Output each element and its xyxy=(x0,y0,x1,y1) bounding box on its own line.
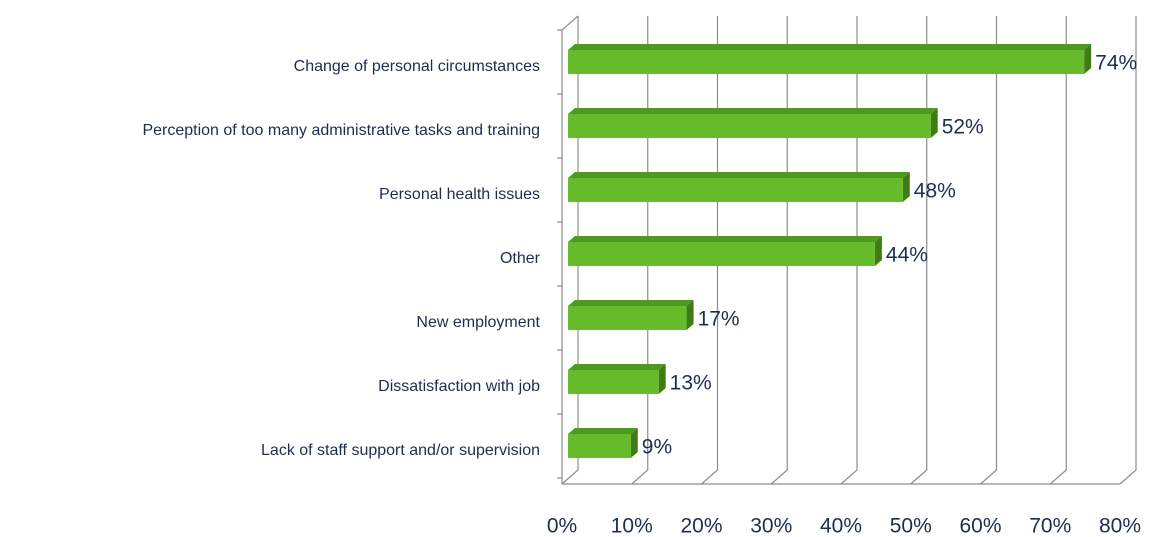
bar-face xyxy=(902,172,910,202)
grid-line xyxy=(1049,16,1067,485)
x-tick-label: 20% xyxy=(680,515,722,537)
y-tick-label: Personal health issues xyxy=(379,186,540,203)
bar-face xyxy=(874,236,882,266)
grid-line xyxy=(910,16,928,485)
bar-face xyxy=(568,364,666,370)
bar-face xyxy=(630,428,638,458)
grid-line xyxy=(980,16,998,485)
bar xyxy=(568,172,910,202)
x-tick-label: 10% xyxy=(611,515,653,537)
grid-line xyxy=(631,16,649,485)
y-tick-label: Perception of too many administrative ta… xyxy=(142,122,540,139)
bar xyxy=(568,44,1092,74)
bar-face xyxy=(568,434,631,458)
x-tick-label: 30% xyxy=(750,515,792,537)
x-tick-label: 80% xyxy=(1099,515,1141,537)
value-label: 48% xyxy=(914,180,956,203)
bar-face xyxy=(568,236,882,242)
grid-line xyxy=(840,16,858,485)
y-tick-label: Other xyxy=(500,250,541,267)
y-tick-label: New employment xyxy=(416,314,540,331)
bar-face xyxy=(568,50,1085,74)
value-label: 74% xyxy=(1095,52,1137,75)
bar xyxy=(568,428,638,458)
bar-face xyxy=(568,242,875,266)
bar-face xyxy=(568,428,638,434)
bar-face xyxy=(568,370,659,394)
bar-face xyxy=(568,178,903,202)
bar-face xyxy=(568,114,931,138)
grid-line xyxy=(561,16,579,485)
bar xyxy=(568,364,666,394)
bar-face xyxy=(568,108,938,114)
grid-line xyxy=(770,16,788,485)
x-tick-label: 40% xyxy=(820,515,862,537)
bar-face xyxy=(930,108,938,138)
bar xyxy=(568,236,882,266)
grid-line xyxy=(701,16,719,485)
bar-face xyxy=(568,306,687,330)
x-tick-label: 0% xyxy=(547,515,577,537)
value-label: 17% xyxy=(698,308,740,331)
bar-face xyxy=(1084,44,1092,74)
x-tick-label: 60% xyxy=(959,515,1001,537)
value-label: 13% xyxy=(670,372,712,395)
y-tick-label: Change of personal circumstances xyxy=(294,58,540,75)
value-label: 44% xyxy=(886,244,928,267)
x-tick-label: 70% xyxy=(1029,515,1071,537)
bar xyxy=(568,300,694,330)
y-tick-label: Dissatisfaction with job xyxy=(378,378,540,395)
bar-face xyxy=(658,364,666,394)
bar xyxy=(568,108,938,138)
bar-face xyxy=(568,44,1092,50)
bar-face xyxy=(686,300,694,330)
bar-face xyxy=(568,300,694,306)
value-label: 9% xyxy=(642,436,672,459)
bar-face xyxy=(568,172,910,178)
x-tick-label: 50% xyxy=(890,515,932,537)
y-tick-label: Lack of staff support and/or supervision xyxy=(261,442,540,459)
grid-line xyxy=(1119,16,1137,485)
value-label: 52% xyxy=(942,116,984,139)
